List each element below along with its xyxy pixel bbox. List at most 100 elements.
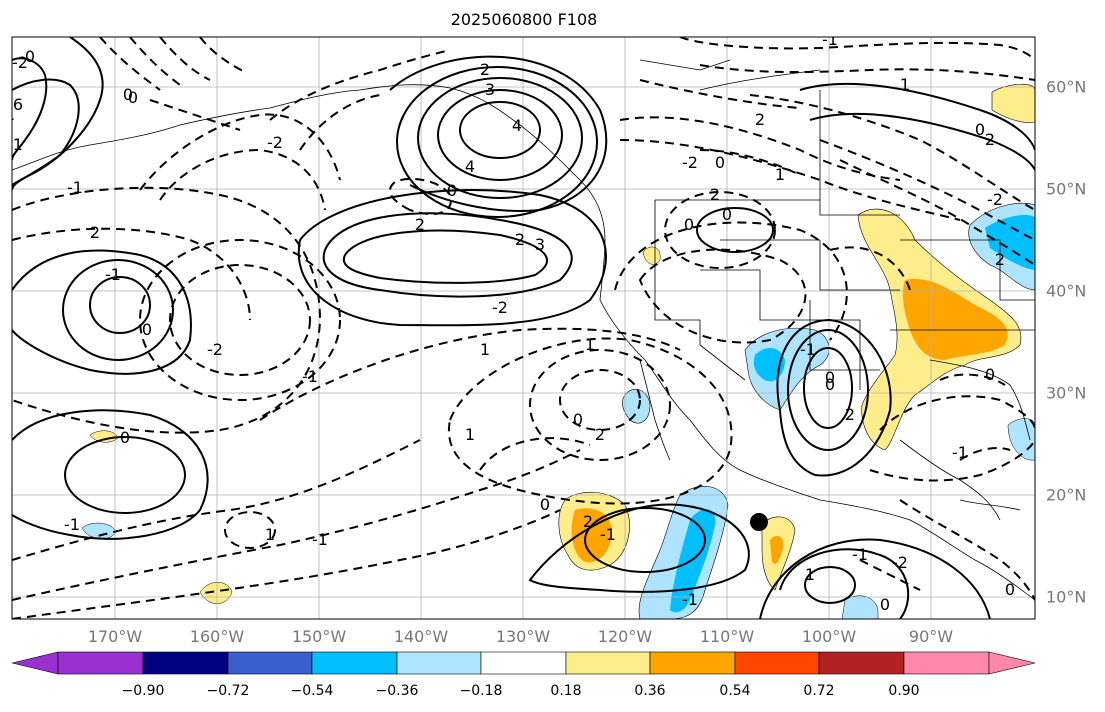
lon-label: 90°W: [908, 627, 954, 646]
contour-label: 2: [415, 215, 425, 234]
colorbar-extend-low: [11, 651, 59, 675]
contour-label: -1: [312, 530, 328, 549]
colorbar-tick: −0.90: [121, 683, 165, 699]
contour-label: -2: [267, 133, 283, 152]
colorbar-tick: −0.36: [375, 683, 419, 699]
contour-label: 0: [722, 205, 732, 224]
contour-label: 0: [573, 410, 583, 429]
contour-label: 2: [755, 110, 765, 129]
contour-label: 0: [985, 365, 995, 384]
lon-label: 110°W: [699, 627, 755, 646]
contour-label: 0: [715, 153, 725, 172]
contour-label: -1: [600, 525, 616, 544]
contour-label: -1: [800, 340, 816, 359]
contour-label-bg: [4, 107, 18, 123]
contour-label: 2: [845, 405, 855, 424]
colorbar-cell: [480, 651, 567, 675]
location-marker: [750, 513, 768, 531]
contour-label: 1: [775, 165, 785, 184]
contour-label: 0: [684, 215, 694, 234]
colorbar-cell: [142, 651, 229, 675]
colorbar-cell: [396, 651, 482, 675]
contour-label: 0: [975, 120, 985, 139]
contour-label: 0: [540, 495, 550, 514]
lon-label: 160°W: [189, 627, 245, 646]
lat-label: 50°N: [1046, 179, 1087, 199]
contour-label: -1: [302, 367, 318, 386]
colorbar-cell: [818, 651, 905, 675]
contour-label: 3: [485, 80, 495, 99]
colorbar-tick: −0.54: [290, 683, 334, 699]
colorbar-tick: −0.18: [459, 683, 503, 699]
contour-label: 4: [465, 157, 475, 176]
contour-label: 1: [805, 565, 815, 584]
contour-label: 2: [985, 130, 995, 149]
contour-label: -1: [64, 515, 80, 534]
contour-label: -2: [892, 553, 908, 572]
contour-label: -2: [12, 53, 28, 72]
contour-label: 1: [265, 525, 275, 544]
contour-label: -1: [7, 135, 23, 154]
colorbar-tick: 0.72: [803, 683, 835, 699]
contour-label: 1: [480, 340, 490, 359]
contour-label: 0: [123, 85, 133, 104]
colorbar-cell: [903, 651, 990, 675]
contour-label: 2: [90, 223, 100, 242]
map-frame: [11, 36, 1036, 620]
contour-label: 1: [465, 425, 475, 444]
colorbar-cell: [734, 651, 820, 675]
colorbar-tick: 0.90: [888, 683, 920, 699]
colorbar-tick: 0.36: [634, 683, 666, 699]
contour-label: 3: [535, 235, 545, 254]
contour-label: 0: [880, 595, 890, 614]
contour-label: -1: [952, 443, 968, 462]
contour-label: -2: [492, 298, 508, 317]
lon-label: 120°W: [597, 627, 653, 646]
graticule: [12, 37, 1035, 619]
colorbar-cell: [311, 651, 398, 675]
lat-label: 30°N: [1046, 383, 1087, 403]
dashed-contours: [12, 37, 1035, 619]
contour-label: 2: [583, 512, 593, 531]
colorbar-extend-high: [988, 651, 1036, 675]
contour-label: 2: [595, 425, 605, 444]
contour-label: -2: [682, 153, 698, 172]
contour-label: 6: [13, 95, 23, 114]
lat-label: 10°N: [1046, 587, 1087, 607]
lon-label: 130°W: [495, 627, 551, 646]
contour-label: 0: [1005, 580, 1015, 599]
colorbar-cell: [649, 651, 736, 675]
contour-labels: 24360-1-20234022-10-2-11101-201-1-20-11-…: [4, 30, 1015, 614]
colorbar: [11, 651, 1036, 675]
contour-label: -1: [67, 178, 83, 197]
lon-label: 170°W: [87, 627, 143, 646]
contour-label: 1: [585, 335, 595, 354]
contour-label: 0: [447, 181, 457, 200]
map-frame-bg: [12, 37, 1035, 619]
contour-label: 0: [825, 375, 835, 394]
contour-label: 1: [5, 105, 15, 124]
contour-label: -1: [105, 265, 121, 284]
contour-label: 2: [480, 60, 490, 79]
contour-label: 1: [900, 75, 910, 94]
contour-label: 2: [710, 185, 720, 204]
colorbar-cell: [227, 651, 313, 675]
lat-label: 60°N: [1046, 77, 1087, 97]
contour-label: 2: [515, 230, 525, 249]
lon-label: 100°W: [801, 627, 857, 646]
contour-label: 0: [120, 428, 130, 447]
lat-label: 40°N: [1046, 281, 1087, 301]
contour-label: -1: [852, 545, 868, 564]
colorbar-tick: 0.18: [550, 683, 582, 699]
contour-label: 0: [825, 368, 835, 387]
colorbar-cell: [565, 651, 651, 675]
colorbar-tick: −0.72: [206, 683, 250, 699]
contour-label: 0: [25, 47, 35, 66]
colorbar-tick: 0.54: [719, 683, 751, 699]
contour-label: 4: [512, 116, 522, 135]
contour-label: -2: [987, 190, 1003, 209]
contour-label: 0: [128, 88, 138, 107]
solid-contours: [12, 37, 1035, 619]
contour-label: -1: [822, 30, 838, 49]
